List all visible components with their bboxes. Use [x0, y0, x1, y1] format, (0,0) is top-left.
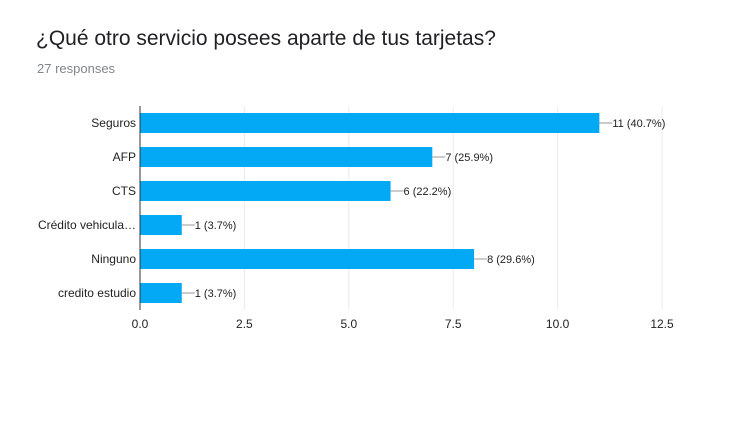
data-label: 7 (25.9%)	[445, 152, 493, 164]
bar	[140, 113, 600, 133]
x-tick-label: 0.0	[132, 317, 149, 331]
bar	[140, 215, 182, 235]
data-label: 6 (22.2%)	[404, 186, 452, 198]
data-label: 1 (3.7%)	[195, 288, 237, 300]
x-tick-label: 10.0	[546, 317, 570, 331]
bar	[140, 249, 475, 269]
category-label: CTS	[112, 184, 136, 198]
data-label: 11 (40.7%)	[612, 118, 665, 130]
data-label: 8 (29.6%)	[487, 254, 535, 266]
bar	[140, 147, 433, 167]
category-label: Seguros	[91, 116, 136, 130]
category-label: Crédito vehicula…	[38, 218, 136, 232]
x-tick-label: 12.5	[650, 317, 674, 331]
x-tick-label: 5.0	[340, 317, 357, 331]
bar	[140, 181, 391, 201]
category-label: AFP	[113, 150, 136, 164]
bar	[140, 283, 182, 303]
x-tick-label: 7.5	[445, 317, 462, 331]
category-label: credito estudio	[58, 286, 136, 300]
x-tick-label: 2.5	[236, 317, 253, 331]
response-count: 27 responses	[37, 61, 116, 76]
data-label: 1 (3.7%)	[195, 220, 237, 232]
category-label: Ninguno	[91, 252, 136, 266]
page-title: ¿Qué otro servicio posees aparte de tus …	[36, 27, 496, 50]
